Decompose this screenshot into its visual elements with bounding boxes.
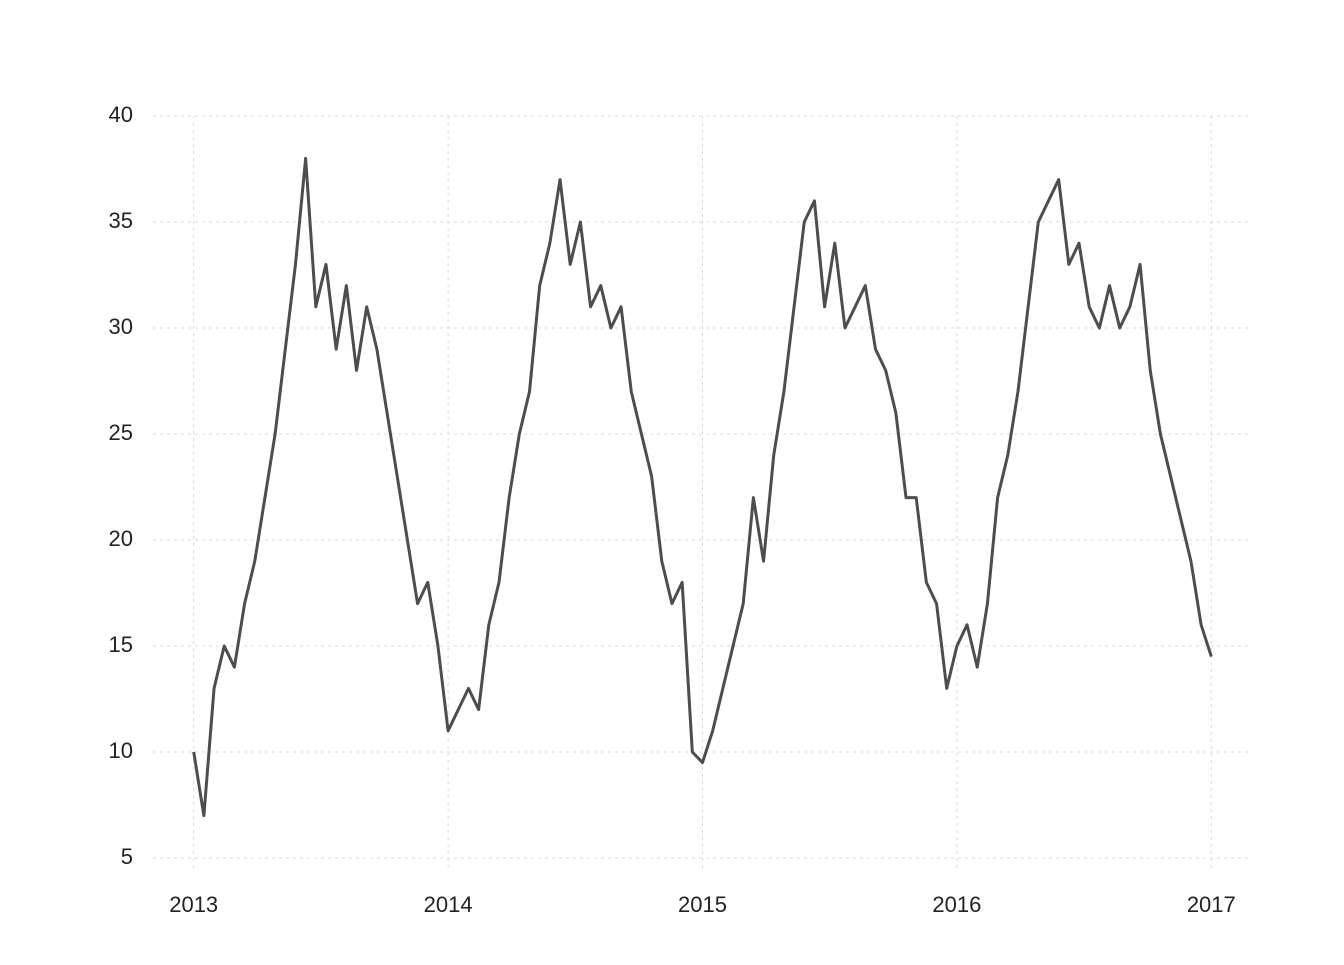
- x-tick-label: 2017: [1187, 892, 1236, 917]
- line: [192, 156, 1213, 818]
- y-tick-label: 5: [121, 844, 133, 869]
- x-tick-label: 2015: [678, 892, 727, 917]
- y-tick-label: 25: [109, 420, 133, 445]
- y-tick-label: 20: [109, 526, 133, 551]
- y-tick-label: 40: [109, 102, 133, 127]
- x-tick-label: 2016: [932, 892, 981, 917]
- y-tick-label: 30: [109, 314, 133, 339]
- y-tick-label: 35: [109, 208, 133, 233]
- x-tick-label: 2013: [169, 892, 218, 917]
- y-tick-label: 15: [109, 632, 133, 657]
- y-tick-label: 10: [109, 738, 133, 763]
- x-tick-label: 2014: [424, 892, 473, 917]
